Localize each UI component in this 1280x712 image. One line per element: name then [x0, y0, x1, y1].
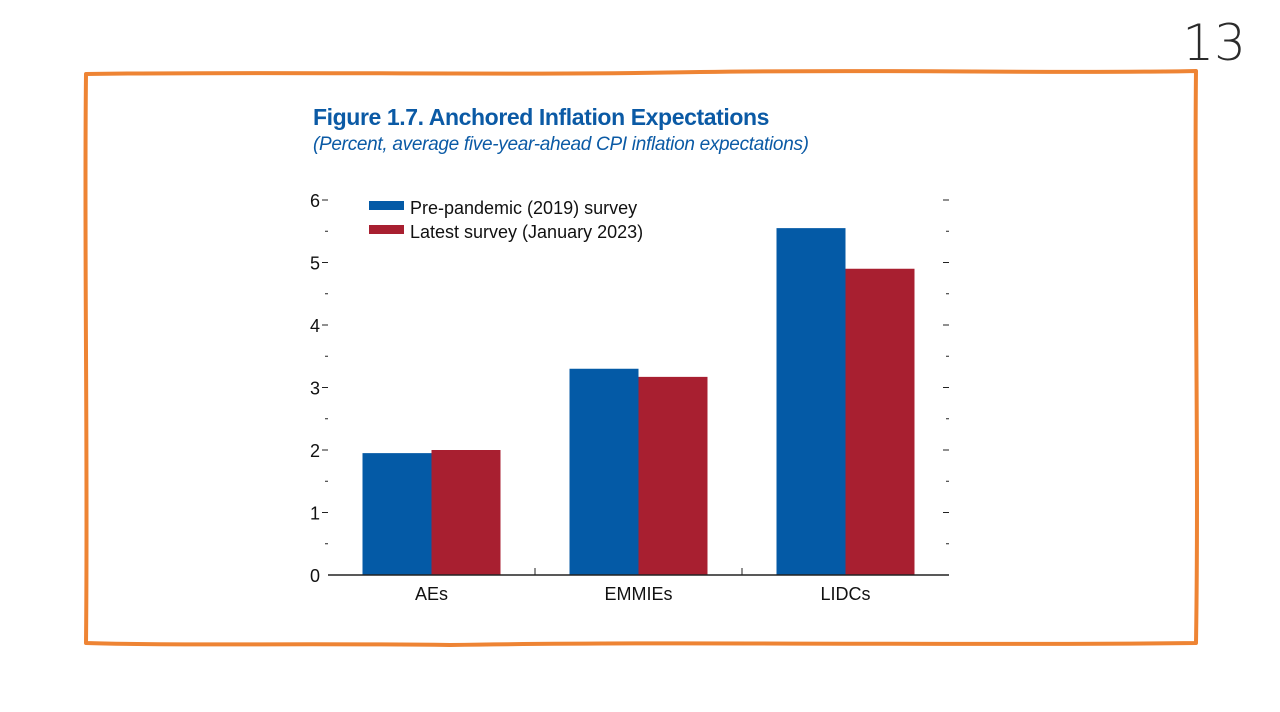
y-axis-right	[943, 199, 949, 545]
y-tick-label: 3	[310, 379, 320, 399]
y-tick-label: 2	[310, 441, 320, 461]
bar	[776, 228, 846, 575]
x-tick-label: AEs	[415, 584, 448, 604]
x-axis: AEs EMMIEs LIDCs	[328, 568, 949, 604]
legend-label: Pre-pandemic (2019) survey	[410, 198, 637, 218]
legend-swatch	[369, 201, 404, 210]
hand-drawn-border	[83, 69, 1199, 647]
y-axis-left: 0 1 2 3 4 5 6	[310, 191, 328, 586]
bar	[569, 368, 639, 575]
bars	[362, 228, 915, 575]
chart-title: Figure 1.7. Anchored Inflation Expectati…	[313, 104, 770, 130]
chart-subtitle: (Percent, average five-year-ahead CPI in…	[313, 134, 809, 155]
legend-swatch	[369, 225, 404, 234]
legend-label: Latest survey (January 2023)	[410, 222, 643, 242]
bar	[845, 268, 915, 575]
x-tick-label: LIDCs	[820, 584, 870, 604]
bar	[431, 450, 501, 575]
x-tick-label: EMMIEs	[604, 584, 672, 604]
y-tick-label: 6	[310, 191, 320, 211]
bar	[638, 376, 708, 575]
page-number: 13	[1182, 14, 1246, 72]
y-tick-label: 4	[310, 316, 320, 336]
bar	[362, 453, 432, 575]
y-tick-label: 0	[310, 566, 320, 586]
y-tick-label: 5	[310, 254, 320, 274]
legend: Pre-pandemic (2019) survey Latest survey …	[369, 198, 643, 242]
y-tick-label: 1	[310, 504, 320, 524]
